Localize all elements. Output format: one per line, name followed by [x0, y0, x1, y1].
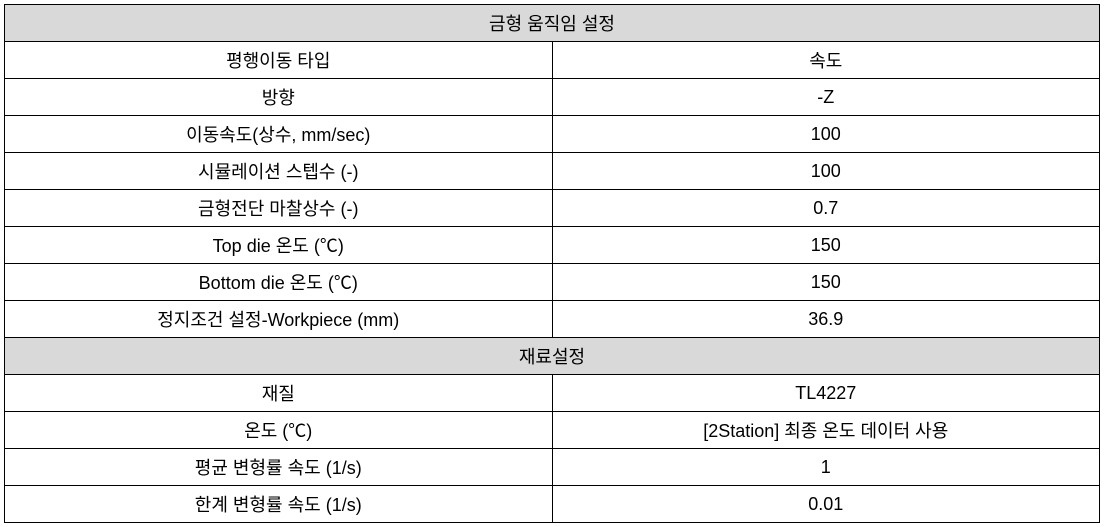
table-row: 정지조건 설정-Workpiece (mm) 36.9 — [5, 301, 1100, 338]
row-label: 금형전단 마찰상수 (-) — [5, 190, 553, 227]
row-value: 150 — [552, 227, 1100, 264]
table-row: 이동속도(상수, mm/sec) 100 — [5, 116, 1100, 153]
row-value: 100 — [552, 116, 1100, 153]
table-row: 시뮬레이션 스텝수 (-) 100 — [5, 153, 1100, 190]
table-row: 평행이동 타입 속도 — [5, 42, 1100, 79]
row-value: TL4227 — [552, 375, 1100, 412]
row-label: Bottom die 온도 (℃) — [5, 264, 553, 301]
section1-header-row: 금형 움직임 설정 — [5, 5, 1100, 42]
table-row: Top die 온도 (℃) 150 — [5, 227, 1100, 264]
row-label: Top die 온도 (℃) — [5, 227, 553, 264]
row-label: 온도 (℃) — [5, 412, 553, 449]
section1-header: 금형 움직임 설정 — [5, 5, 1100, 42]
row-label: 이동속도(상수, mm/sec) — [5, 116, 553, 153]
row-value: 속도 — [552, 42, 1100, 79]
row-value: 36.9 — [552, 301, 1100, 338]
row-label: 정지조건 설정-Workpiece (mm) — [5, 301, 553, 338]
table-row: 금형전단 마찰상수 (-) 0.7 — [5, 190, 1100, 227]
row-value: -Z — [552, 79, 1100, 116]
row-value: [2Station] 최종 온도 데이터 사용 — [552, 412, 1100, 449]
row-label: 방향 — [5, 79, 553, 116]
section2-header: 재료설정 — [5, 338, 1100, 375]
section2-header-row: 재료설정 — [5, 338, 1100, 375]
row-value: 150 — [552, 264, 1100, 301]
table-row: 평균 변형률 속도 (1/s) 1 — [5, 449, 1100, 486]
row-value: 100 — [552, 153, 1100, 190]
row-label: 한계 변형률 속도 (1/s) — [5, 486, 553, 523]
row-label: 재질 — [5, 375, 553, 412]
table-row: 방향 -Z — [5, 79, 1100, 116]
data-table: 금형 움직임 설정 평행이동 타입 속도 방향 -Z 이동속도(상수, mm/s… — [4, 4, 1100, 523]
row-value: 1 — [552, 449, 1100, 486]
table-row: 온도 (℃) [2Station] 최종 온도 데이터 사용 — [5, 412, 1100, 449]
table-row: 재질 TL4227 — [5, 375, 1100, 412]
row-label: 평행이동 타입 — [5, 42, 553, 79]
table-row: Bottom die 온도 (℃) 150 — [5, 264, 1100, 301]
table-row: 한계 변형률 속도 (1/s) 0.01 — [5, 486, 1100, 523]
row-label: 시뮬레이션 스텝수 (-) — [5, 153, 553, 190]
row-value: 0.7 — [552, 190, 1100, 227]
row-value: 0.01 — [552, 486, 1100, 523]
row-label: 평균 변형률 속도 (1/s) — [5, 449, 553, 486]
